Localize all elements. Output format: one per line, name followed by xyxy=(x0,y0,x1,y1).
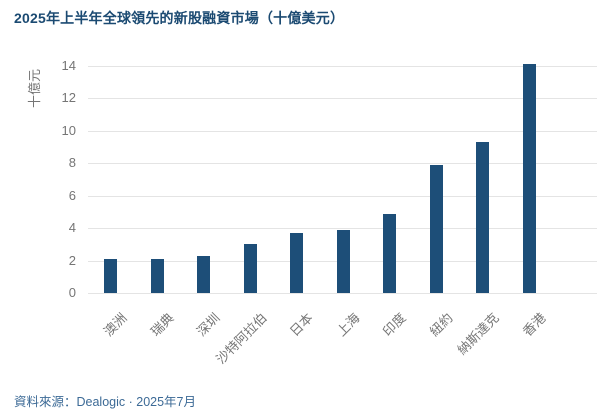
y-tick-label-14: 14 xyxy=(61,58,76,73)
x-tick-label-深圳: 深圳 xyxy=(194,310,224,340)
gridline-4 xyxy=(88,228,597,230)
bar-日本 xyxy=(290,233,303,293)
x-tick-label-紐約: 紐約 xyxy=(426,310,456,340)
bar-瑞典 xyxy=(150,258,164,293)
gridline-8 xyxy=(88,163,597,165)
x-tick-label-澳洲: 澳洲 xyxy=(101,310,131,340)
gridline-6 xyxy=(88,195,597,197)
bar-上海 xyxy=(336,229,350,293)
y-tick-label-0: 0 xyxy=(68,285,76,300)
gridline-10 xyxy=(88,130,597,132)
source-note: 資料來源：Dealogic · 2025年7月 xyxy=(14,395,197,409)
y-tick-label-6: 6 xyxy=(68,187,76,203)
y-tick-label-8: 8 xyxy=(68,155,76,171)
bar-納斯達克 xyxy=(476,142,489,293)
x-tick-label-納斯達克: 納斯達克 xyxy=(454,310,503,358)
chart-title: 2025年上半年全球領先的新股融資市場（十億美元） xyxy=(14,10,345,26)
bar-澳洲 xyxy=(104,258,117,293)
y-tick-label-2: 2 xyxy=(68,252,76,268)
y-tick-label-12: 12 xyxy=(61,90,76,106)
x-tick-label-沙特阿拉伯: 沙特阿拉伯 xyxy=(213,310,270,367)
gridline-0 xyxy=(88,293,597,294)
y-tick-label-10: 10 xyxy=(61,122,76,138)
x-tick-label-印度: 印度 xyxy=(380,310,410,340)
x-tick-label-瑞典: 瑞典 xyxy=(147,310,177,340)
plot-area xyxy=(88,64,597,294)
gridline-14 xyxy=(88,66,597,67)
bar-香港 xyxy=(522,64,536,293)
x-tick-label-日本: 日本 xyxy=(287,310,317,340)
x-tick-label-上海: 上海 xyxy=(333,310,363,340)
y-tick-label-4: 4 xyxy=(68,220,76,236)
bar-深圳 xyxy=(197,255,210,293)
x-tick-label-香港: 香港 xyxy=(519,310,549,340)
bar-沙特阿拉伯 xyxy=(243,244,257,293)
bar-紐約 xyxy=(429,164,443,293)
gridline-12 xyxy=(88,98,597,100)
bar-印度 xyxy=(383,213,396,293)
